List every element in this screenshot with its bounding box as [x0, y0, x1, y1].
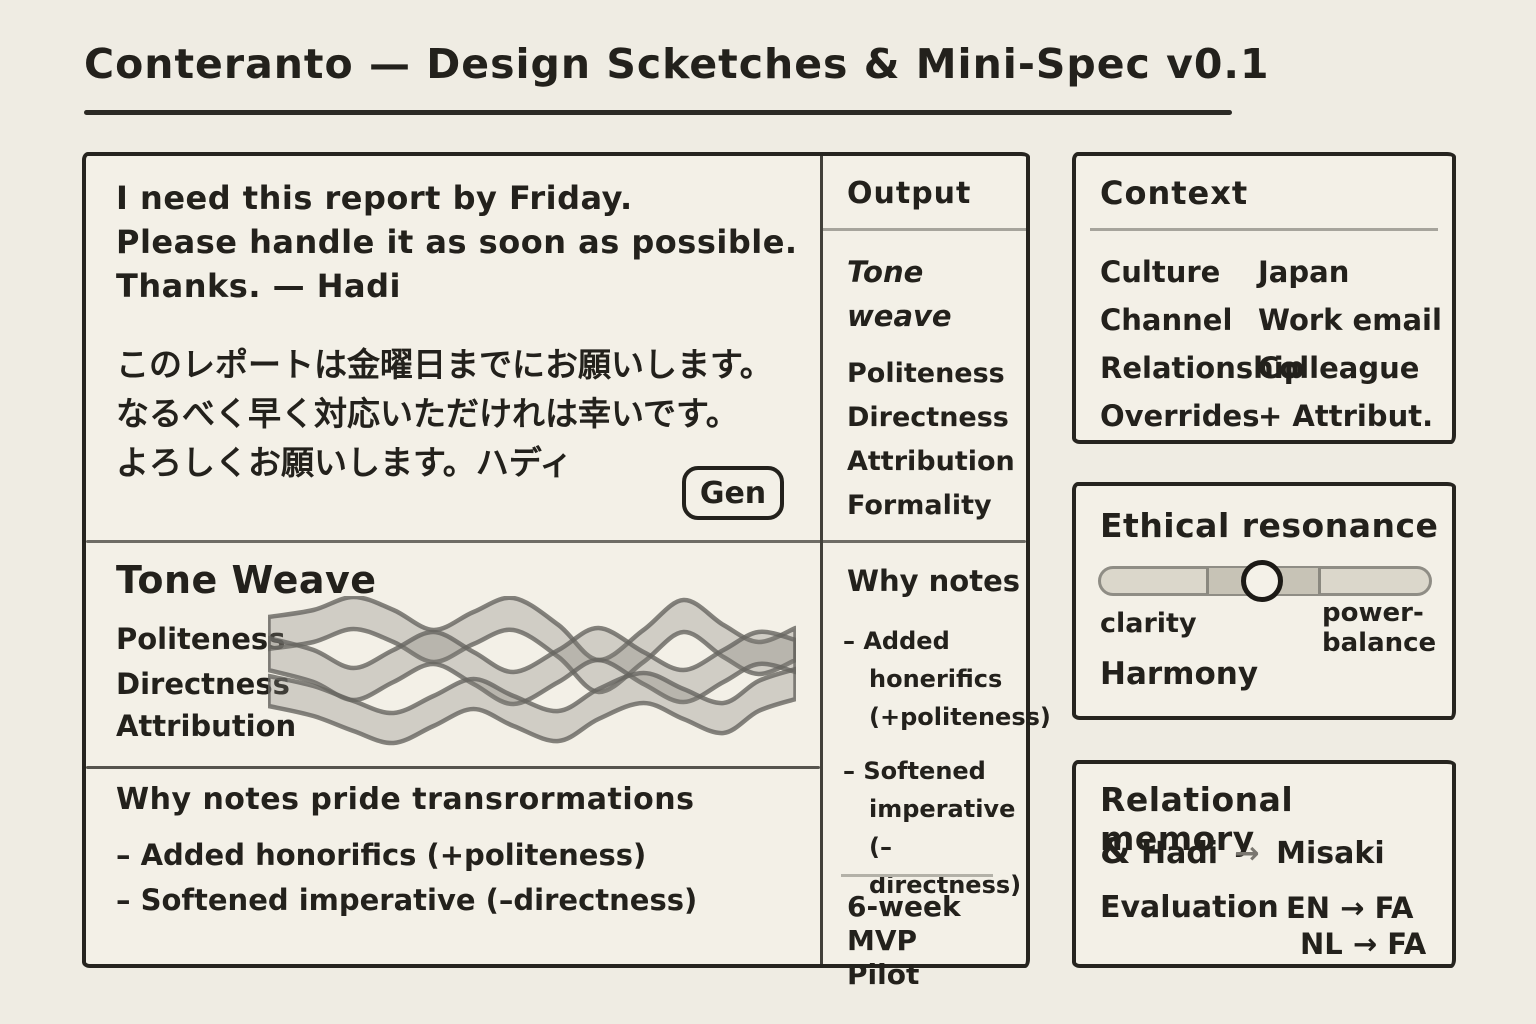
context-rows: Culture Japan Channel Work email Relatio… — [1100, 248, 1442, 440]
ethical-resonance-panel: Ethical resonance clarity power- balance… — [1072, 482, 1456, 720]
tone-weave-chart — [268, 596, 796, 746]
output-dimension: Tone weave — [847, 255, 952, 333]
ampersand-glyph: & — [1100, 832, 1131, 872]
memory-to: Misaki — [1276, 836, 1385, 871]
slider-right-label-line: balance — [1322, 628, 1437, 658]
context-row-value: Work email — [1258, 303, 1442, 337]
output-footer-line: 6-week MVP — [847, 890, 961, 957]
slider-knob[interactable] — [1240, 560, 1283, 602]
translated-line: なるべく早く対応いただけれは幸いです。 — [116, 394, 739, 433]
tone-weave-axis-label: Attribution — [116, 709, 297, 743]
source-line: Please handle it as soon as possible. — [116, 223, 798, 261]
evaluation-pair: EN → FA — [1286, 891, 1414, 925]
memory-from: Hadi — [1140, 836, 1219, 871]
column-divider — [820, 156, 823, 964]
relational-memory-panel: Relational memory & Hadi → Misaki Evalua… — [1072, 760, 1456, 968]
output-dimension: Politeness — [847, 358, 1005, 389]
output-footer: 6-week MVP Pilot — [847, 890, 1026, 992]
context-row-label: Relationship — [1100, 351, 1305, 385]
title-underline — [84, 110, 1232, 115]
section-divider — [86, 540, 1026, 543]
context-row-value: Japan — [1258, 255, 1350, 289]
tone-weave-axis-label: Directness — [116, 667, 290, 701]
output-title: Output — [847, 176, 972, 211]
page-title: Conteranto — Design Scketches & Mini-Spe… — [84, 40, 1270, 88]
relational-memory-line: & Hadi → Misaki — [1100, 832, 1385, 872]
ethical-resonance-slider[interactable] — [1098, 560, 1432, 602]
source-line: I need this report by Friday. — [116, 179, 633, 217]
context-divider — [1090, 228, 1438, 231]
tone-weave-ribbon-attribution — [268, 666, 796, 746]
context-row: Culture Japan — [1100, 248, 1436, 296]
tone-weave-title: Tone Weave — [116, 558, 377, 602]
output-why-notes-item: – Added honerifics (+politeness) — [843, 627, 1051, 731]
output-why-notes-title: Why notes — [847, 564, 1020, 598]
output-divider — [823, 228, 1026, 231]
evaluation-pair: NL → FA — [1300, 927, 1427, 961]
output-dimension: Formality — [847, 490, 992, 521]
context-row: Channel Work email — [1100, 296, 1442, 344]
why-notes-title: Why notes pride transrormations — [116, 782, 695, 817]
slider-right-label: power- balance — [1322, 598, 1436, 658]
arrow-icon: → — [1234, 836, 1260, 871]
context-row-label: Channel — [1100, 303, 1233, 337]
context-row: Relationship Colleague — [1100, 344, 1436, 392]
why-notes-item: – Softened imperative (–directness) — [116, 883, 698, 917]
output-dimension: Attribution — [847, 446, 1015, 477]
source-input-area[interactable]: I need this report by Friday. Please han… — [86, 156, 820, 540]
translated-line: よろしくお願いします。ハディ — [116, 443, 573, 482]
translated-line: このレポートは金曜日までにお願いします。 — [116, 345, 773, 384]
ethical-resonance-title: Ethical resonance — [1100, 506, 1439, 545]
relational-memory-title: Relational memory — [1100, 780, 1294, 858]
context-row-label: Culture — [1100, 255, 1221, 289]
main-panel: I need this report by Friday. Please han… — [82, 152, 1051, 991]
output-why-notes-list: – Added honerifics (+politeness) – Softe… — [843, 622, 1051, 920]
context-row-value: + Attribut. — [1258, 399, 1434, 433]
tone-weave-axis-label: Politeness — [116, 622, 286, 656]
slider-left-label: clarity — [1100, 608, 1197, 639]
output-footer-line: Pilot — [847, 958, 920, 991]
context-row-label: Overrides — [1100, 399, 1260, 433]
slider-right-label-line: power- — [1322, 598, 1424, 628]
output-dimension: Directness — [847, 402, 1009, 433]
output-column: Output Tone weave Politeness Directness … — [823, 156, 1051, 991]
context-row-value: Colleague — [1258, 351, 1420, 385]
evaluation-label: Evaluation — [1100, 890, 1279, 925]
source-message-english: I need this report by Friday. Please han… — [116, 176, 798, 308]
ethical-resonance-value: Harmony — [1100, 656, 1259, 692]
translated-message-japanese: このレポートは金曜日までにお願いします。 なるべく早く対応いただけれは幸いです。… — [116, 340, 773, 487]
output-dimension-list: Tone weave Politeness Directness Attribu… — [847, 250, 1026, 528]
gen-button[interactable]: Gen — [682, 466, 784, 520]
context-panel: Context Culture Japan Channel Work email… — [1072, 152, 1456, 444]
context-title: Context — [1100, 174, 1249, 212]
output-footer-divider — [841, 874, 993, 877]
context-row: Overrides + Attribut. — [1100, 392, 1436, 440]
why-notes-item: – Added honorifics (+politeness) — [116, 838, 647, 872]
source-line: Thanks. — Hadi — [116, 267, 401, 305]
section-divider — [86, 766, 820, 769]
output-why-notes-item: – Softened imperative (–directness) — [843, 757, 1022, 899]
